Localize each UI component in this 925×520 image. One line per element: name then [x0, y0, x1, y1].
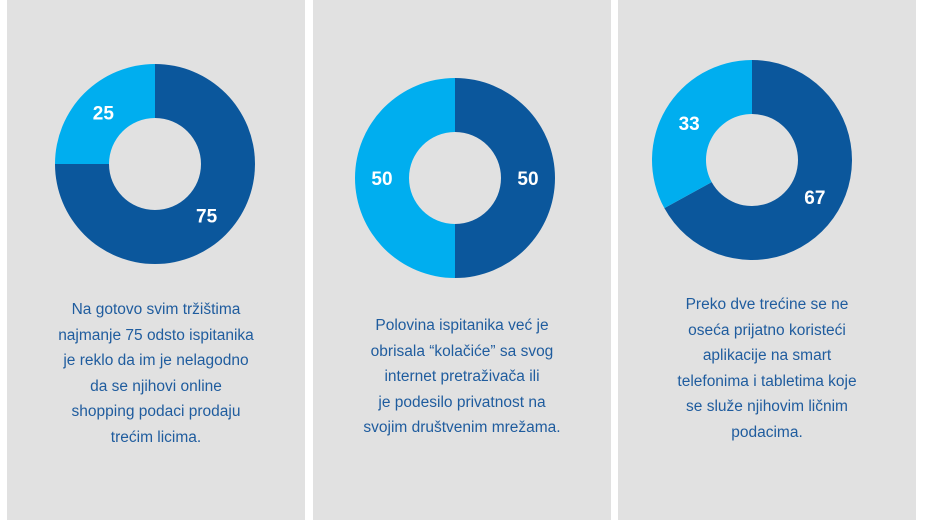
- donut-chart-3: 67 33: [652, 59, 852, 260]
- donut-slice: [55, 64, 255, 264]
- donut-slice: [664, 60, 852, 260]
- data-label: 67: [804, 188, 825, 209]
- caption-1: Na gotovo svim tržištima najmanje 75 ods…: [58, 301, 254, 446]
- panel-2: 50 50 Polovina ispitanika već je obrisala…: [313, 0, 611, 520]
- data-label: 50: [371, 169, 392, 190]
- donut-slice: [55, 64, 155, 164]
- data-label: 50: [517, 169, 538, 190]
- data-label: 33: [679, 114, 700, 135]
- panel-1: 75 25 Na gotovo svim tržištima najmanje 7…: [7, 0, 305, 520]
- panel-3: 67 33 Preko dve trećine se ne oseća prija…: [618, 0, 916, 520]
- donut-slice: [652, 59, 752, 209]
- donut-slice: [455, 78, 555, 278]
- data-label: 75: [196, 207, 218, 228]
- donut-chart-1: 75 25: [55, 64, 255, 264]
- data-label: 25: [93, 103, 115, 124]
- caption-2: Polovina ispitanika već je obrisala “kol…: [363, 317, 561, 436]
- donut-chart-2: 50 50: [355, 78, 555, 278]
- donut-slice: [355, 78, 455, 278]
- caption-3: Preko dve trećine se ne oseća prijatno k…: [677, 296, 857, 441]
